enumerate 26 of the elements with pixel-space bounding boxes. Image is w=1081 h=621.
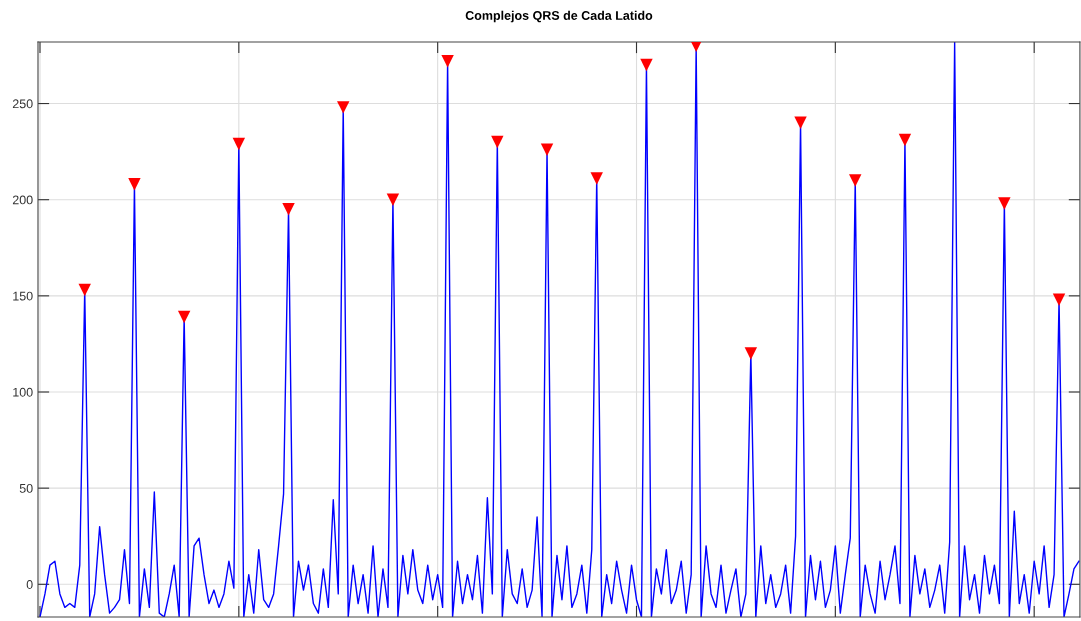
point [282,203,295,216]
point [78,283,91,297]
point [540,143,554,156]
point [998,197,1011,210]
point [1052,293,1066,306]
line-series [39,42,1080,617]
point [590,172,603,185]
y-tick-label: 200 [12,195,33,205]
point [128,178,141,191]
y-tick-label: 250 [12,99,33,109]
point [232,137,246,151]
point [337,101,350,114]
point [744,347,758,360]
point [491,135,504,149]
point [898,133,912,147]
y-tick-label: 50 [19,483,33,493]
point [441,55,454,68]
point [640,58,653,72]
point [177,310,191,324]
point [849,174,862,187]
chart-title: Complejos QRS de Cada Latido [465,10,653,23]
point [386,193,400,206]
y-tick-label: 0 [26,580,33,589]
y-tick-label: 150 [13,291,33,301]
y-tick-label: 100 [13,387,33,397]
point [794,116,807,129]
